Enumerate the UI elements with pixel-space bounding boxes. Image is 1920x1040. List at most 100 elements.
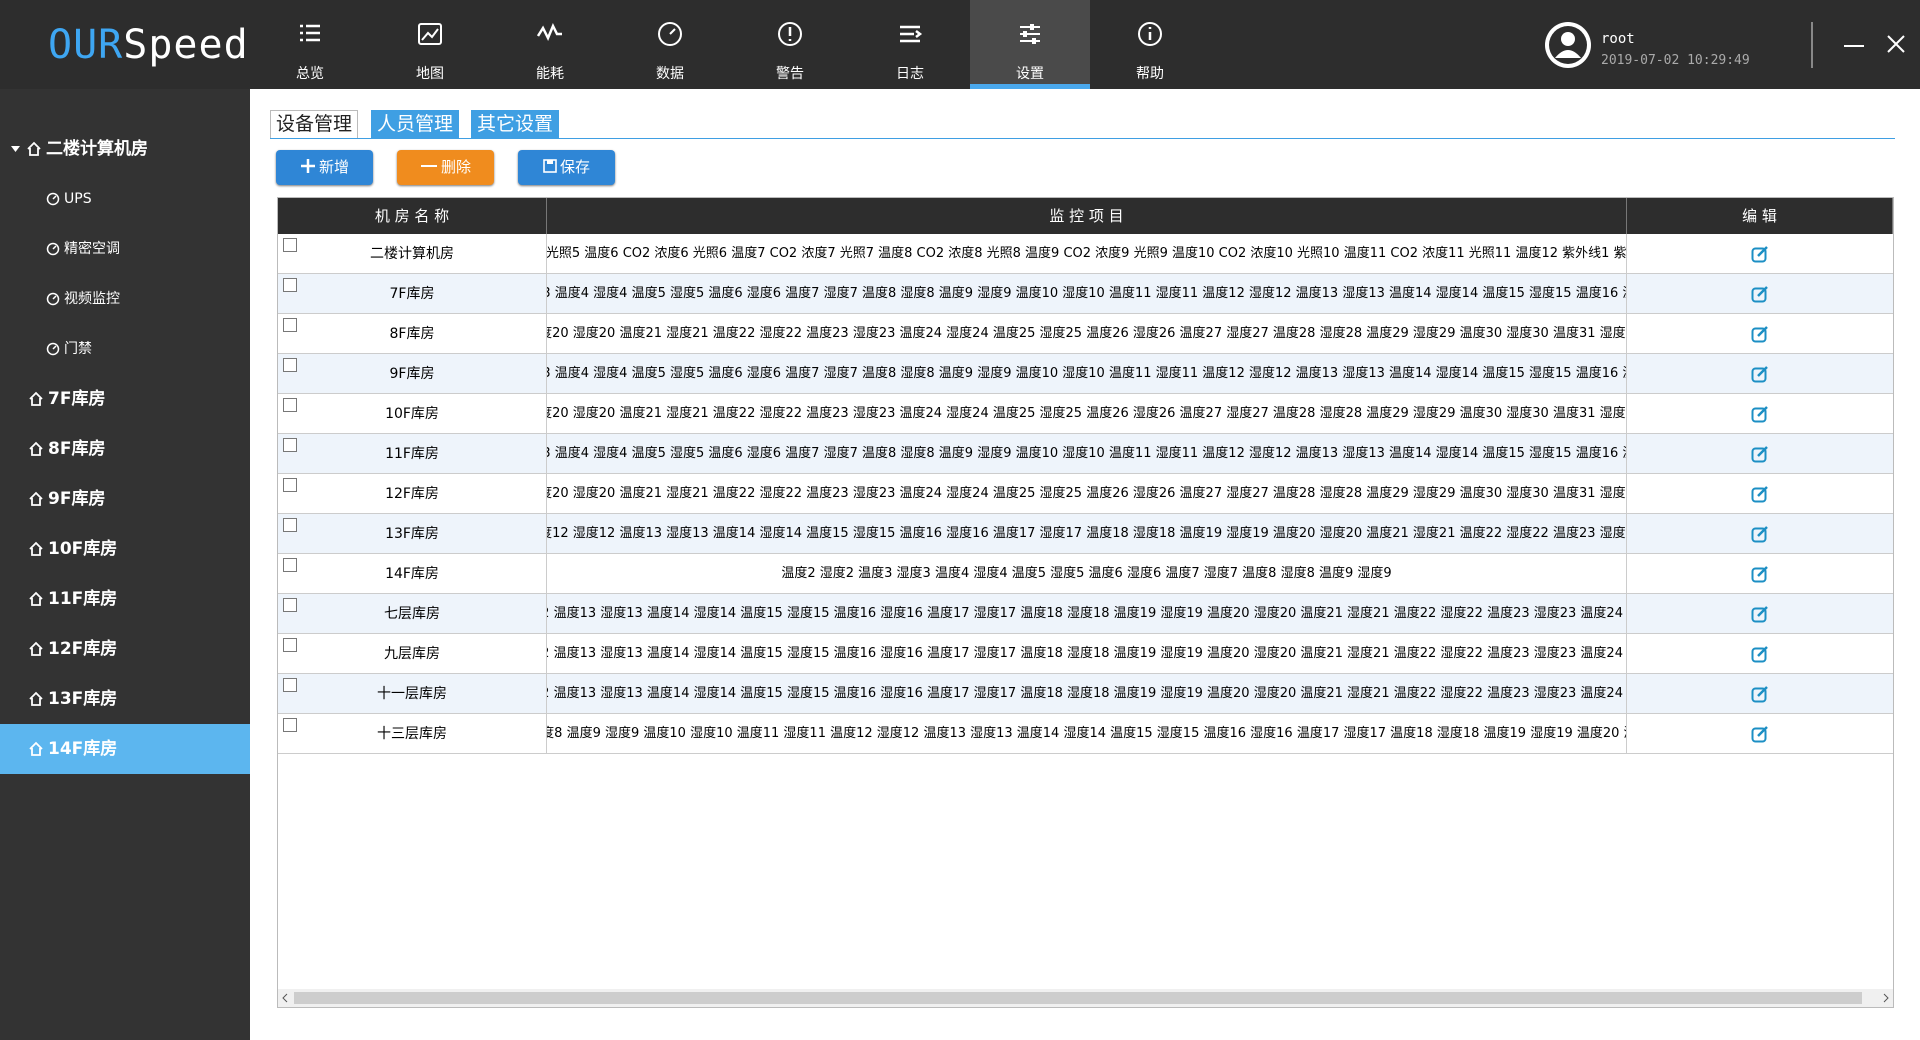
checkbox[interactable] <box>283 398 297 412</box>
tree-room[interactable]: 12F库房 <box>0 624 250 674</box>
edit-icon[interactable] <box>1751 245 1769 263</box>
tree-room[interactable]: 8F库房 <box>0 424 250 474</box>
checkbox[interactable] <box>283 518 297 532</box>
name-cell: 10F库房 <box>278 394 547 434</box>
checkbox[interactable] <box>283 358 297 372</box>
edit-icon[interactable] <box>1751 285 1769 303</box>
tree-child[interactable]: 精密空调 <box>0 224 250 274</box>
tree-child[interactable]: UPS <box>0 174 250 224</box>
edit-cell <box>1627 314 1893 354</box>
name-cell: 13F库房 <box>278 514 547 554</box>
edit-icon[interactable] <box>1751 725 1769 743</box>
edit-icon[interactable] <box>1751 565 1769 583</box>
tree-child[interactable]: 门禁 <box>0 324 250 374</box>
nav-item[interactable]: 能耗 <box>490 0 610 89</box>
edit-icon[interactable] <box>1751 485 1769 503</box>
tree-room[interactable]: 7F库房 <box>0 374 250 424</box>
table-row[interactable]: 7F库房 度3 湿度3 温度4 湿度4 温度5 湿度5 温度6 湿度6 温度7 湿… <box>278 274 1893 314</box>
avatar[interactable] <box>1543 20 1593 70</box>
tree-label: 14F库房 <box>48 739 118 759</box>
table-row[interactable]: 10F库房 度19 温度20 湿度20 温度21 湿度21 温度22 湿度22 温… <box>278 394 1893 434</box>
monitor-items: 12 湿度12 温度13 湿度13 温度14 湿度14 温度15 湿度15 温度… <box>547 686 1626 701</box>
table-row[interactable]: 11F库房 度3 湿度3 温度4 湿度4 温度5 湿度5 温度6 湿度6 温度7 … <box>278 434 1893 474</box>
tree-label: 门禁 <box>64 341 92 357</box>
nav-item[interactable]: 设置 <box>970 0 1090 89</box>
table-row[interactable]: 九层库房 12 湿度12 温度13 湿度13 温度14 湿度14 温度15 湿度1… <box>278 634 1893 674</box>
nav-label: 设置 <box>1016 66 1044 82</box>
divider <box>1811 22 1813 68</box>
edit-icon[interactable] <box>1751 325 1769 343</box>
nav-item[interactable]: 地图 <box>370 0 490 89</box>
tree-child[interactable]: 视频监控 <box>0 274 250 324</box>
table-row[interactable]: 十三层库房 温度8 湿度8 温度9 湿度9 温度10 湿度10 温度11 湿度11… <box>278 714 1893 754</box>
tab-line <box>270 138 1895 139</box>
gauge-icon <box>46 242 60 256</box>
edit-icon[interactable] <box>1751 365 1769 383</box>
monitor-items: 度3 湿度3 温度4 湿度4 温度5 湿度5 温度6 湿度6 温度7 湿度7 温… <box>547 446 1627 461</box>
nav-item[interactable]: 警告 <box>730 0 850 89</box>
nav-item[interactable]: 总览 <box>250 0 370 89</box>
button[interactable]: 保存 <box>518 150 615 185</box>
table-row[interactable]: 七层库房 12 湿度12 温度13 湿度13 温度14 湿度14 温度15 湿度1… <box>278 594 1893 634</box>
table-row[interactable]: 9F库房 度3 湿度3 温度4 湿度4 温度5 湿度5 温度6 湿度6 温度7 湿… <box>278 354 1893 394</box>
nav-icon <box>1138 22 1162 46</box>
scroll-right[interactable] <box>1882 993 1890 1003</box>
minimize-button[interactable] <box>1843 36 1865 56</box>
checkbox[interactable] <box>283 558 297 572</box>
tree-room[interactable]: 11F库房 <box>0 574 250 624</box>
table-row[interactable]: 13F库房 度11 温度12 湿度12 温度13 湿度13 温度14 湿度14 温… <box>278 514 1893 554</box>
checkbox[interactable] <box>283 598 297 612</box>
tab[interactable]: 人员管理 <box>371 110 460 139</box>
tree-room[interactable]: 13F库房 <box>0 674 250 724</box>
name-cell: 11F库房 <box>278 434 547 474</box>
edit-icon[interactable] <box>1751 645 1769 663</box>
checkbox[interactable] <box>283 718 297 732</box>
tree-room[interactable]: 14F库房 <box>0 724 250 774</box>
edit-icon[interactable] <box>1751 685 1769 703</box>
tree-label: 10F库房 <box>48 539 118 559</box>
tree-root[interactable]: 二楼计算机房 <box>0 124 250 174</box>
tree-label: 11F库房 <box>48 589 118 609</box>
home-icon <box>29 691 43 706</box>
room-name: 10F库房 <box>385 406 439 422</box>
expand-arrow[interactable] <box>10 144 22 154</box>
tree-room[interactable]: 9F库房 <box>0 474 250 524</box>
checkbox[interactable] <box>283 278 297 292</box>
device-table: 机 房 名 称监 控 项 目编 辑二楼计算机房 2 浓度5 光照5 温度6 CO2… <box>277 197 1894 1008</box>
edit-icon[interactable] <box>1751 525 1769 543</box>
nav-item[interactable]: 帮助 <box>1090 0 1210 89</box>
checkbox[interactable] <box>283 638 297 652</box>
nav-icon <box>658 22 682 46</box>
table-row[interactable]: 12F库房 度19 温度20 湿度20 温度21 湿度21 温度22 湿度22 温… <box>278 474 1893 514</box>
table-row[interactable]: 8F库房 度19 温度20 湿度20 温度21 湿度21 温度22 湿度22 温度… <box>278 314 1893 354</box>
h-scrollbar[interactable] <box>278 989 1893 1007</box>
table-row[interactable]: 二楼计算机房 2 浓度5 光照5 温度6 CO2 浓度6 光照6 温度7 CO2 … <box>278 234 1893 274</box>
name-cell: 14F库房 <box>278 554 547 594</box>
close-button[interactable] <box>1886 34 1906 54</box>
scroll-thumb[interactable] <box>294 992 1862 1004</box>
checkbox[interactable] <box>283 678 297 692</box>
nav-item[interactable]: 日志 <box>850 0 970 89</box>
edit-icon[interactable] <box>1751 605 1769 623</box>
tab[interactable]: 设备管理 <box>270 110 359 139</box>
nav-label: 能耗 <box>536 66 564 82</box>
tree-room[interactable]: 10F库房 <box>0 524 250 574</box>
checkbox[interactable] <box>283 238 297 252</box>
tree-label: 二楼计算机房 <box>46 139 148 159</box>
room-name: 13F库房 <box>385 526 439 542</box>
scroll-left[interactable] <box>281 993 289 1003</box>
name-cell: 十三层库房 <box>278 714 547 754</box>
name-cell: 二楼计算机房 <box>278 234 547 274</box>
nav-item[interactable]: 数据 <box>610 0 730 89</box>
table-row[interactable]: 十一层库房 12 湿度12 温度13 湿度13 温度14 湿度14 温度15 湿度… <box>278 674 1893 714</box>
tab[interactable]: 其它设置 <box>471 110 560 139</box>
checkbox[interactable] <box>283 478 297 492</box>
button[interactable]: 新增 <box>276 150 373 185</box>
checkbox[interactable] <box>283 438 297 452</box>
edit-icon[interactable] <box>1751 405 1769 423</box>
checkbox[interactable] <box>283 318 297 332</box>
table-row[interactable]: 14F库房 温度2 湿度2 温度3 湿度3 温度4 湿度4 温度5 湿度5 温度6… <box>278 554 1893 594</box>
button[interactable]: 删除 <box>397 150 494 185</box>
edit-icon[interactable] <box>1751 445 1769 463</box>
edit-cell <box>1627 634 1893 674</box>
